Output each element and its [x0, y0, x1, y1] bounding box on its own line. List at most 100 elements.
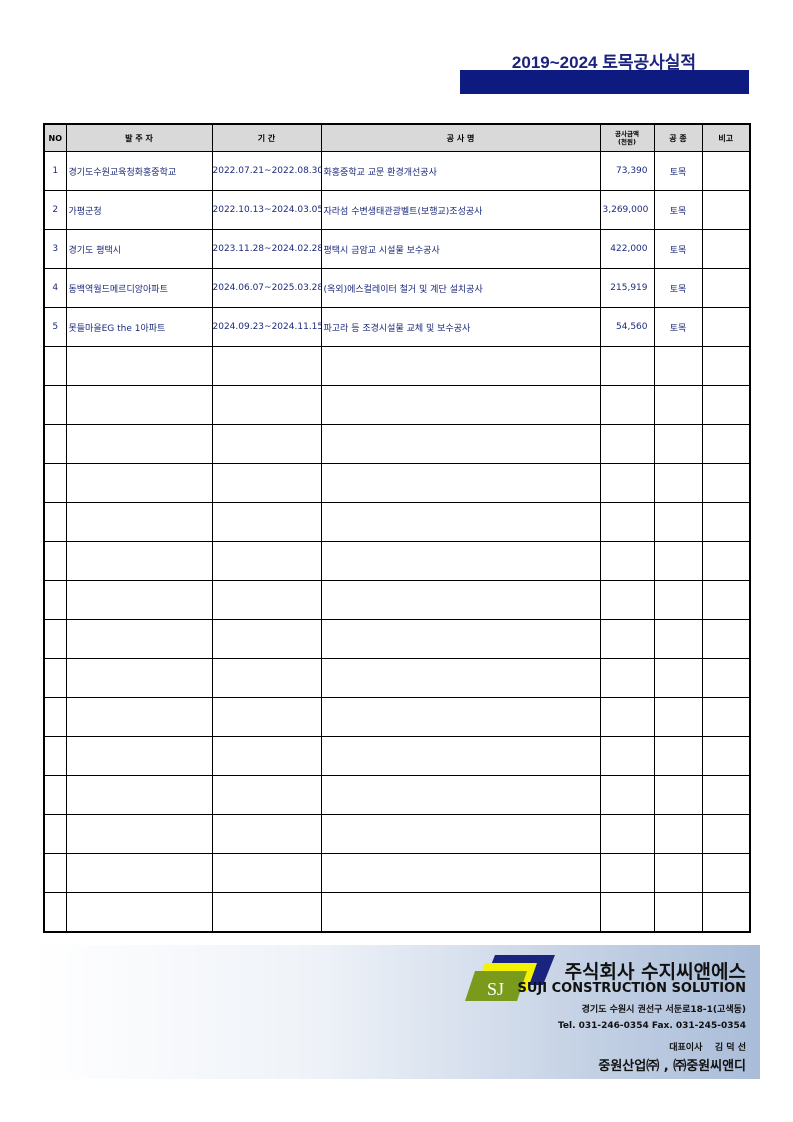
- cell-no: [43, 658, 67, 698]
- cell-no: [43, 775, 67, 815]
- cell-type: [653, 853, 703, 893]
- empty-row: [43, 658, 751, 698]
- cell-type: [653, 658, 703, 698]
- footer-company-card: SJ 주식회사 수지씨앤에스 SUJI CONSTRUCTION SOLUTIO…: [30, 945, 760, 1079]
- cell-note: [701, 541, 751, 581]
- empty-row: [43, 580, 751, 620]
- company-contact: Tel. 031-246-0354 Fax. 031-245-0354: [557, 1021, 746, 1031]
- cell-name: [320, 580, 601, 620]
- cell-amount: [599, 619, 655, 659]
- cell-period: [211, 814, 322, 854]
- cell-client: [65, 853, 213, 893]
- cell-note: [701, 736, 751, 776]
- cell-name: [320, 619, 601, 659]
- cell-type: 토목: [653, 229, 703, 269]
- cell-type: [653, 736, 703, 776]
- cell-period: [211, 424, 322, 464]
- cell-type: [653, 541, 703, 581]
- cell-no: 4: [43, 268, 67, 308]
- cell-client: [65, 814, 213, 854]
- cell-no: [43, 736, 67, 776]
- empty-row: [43, 736, 751, 776]
- cell-amount: 3,269,000: [599, 190, 655, 230]
- cell-amount: [599, 580, 655, 620]
- cell-note: [701, 853, 751, 893]
- header-row: NO 발 주 자 기 간 공 사 명 공사금액 (천원) 공 종 비고: [43, 123, 751, 152]
- cell-note: [701, 346, 751, 386]
- empty-row: [43, 541, 751, 581]
- cell-name: [320, 541, 601, 581]
- cell-type: [653, 346, 703, 386]
- cell-type: [653, 697, 703, 737]
- cell-period: 2024.06.07~2025.03.28: [211, 268, 322, 308]
- cell-client: [65, 502, 213, 542]
- cell-type: [653, 424, 703, 464]
- cell-note: [701, 658, 751, 698]
- cell-note: [701, 424, 751, 464]
- cell-type: 토목: [653, 268, 703, 308]
- cell-client: [65, 580, 213, 620]
- header-no: NO: [43, 123, 67, 152]
- cell-amount: [599, 892, 655, 933]
- cell-period: [211, 346, 322, 386]
- cell-type: 토목: [653, 307, 703, 347]
- cell-name: [320, 502, 601, 542]
- cell-no: 3: [43, 229, 67, 269]
- cell-amount: [599, 385, 655, 425]
- cell-name: [320, 814, 601, 854]
- cell-client: [65, 346, 213, 386]
- cell-period: [211, 892, 322, 933]
- title-bar: [460, 70, 749, 94]
- cell-name: 화홍중학교 교문 환경개선공사: [320, 151, 601, 191]
- cell-client: 경기도수원교육청화홍중학교: [65, 151, 213, 191]
- cell-period: [211, 736, 322, 776]
- cell-period: [211, 502, 322, 542]
- cell-client: [65, 424, 213, 464]
- table-row: 3 경기도 평택시 2023.11.28~2024.02.28 평택시 금암교 시설물…: [43, 229, 751, 269]
- cell-name: [320, 736, 601, 776]
- cell-note: [701, 385, 751, 425]
- table-row: 5 못들마을EG the 1아파트 2024.09.23~2024.11.15 파고라…: [43, 307, 751, 347]
- cell-name: [320, 658, 601, 698]
- cell-name: [320, 697, 601, 737]
- cell-client: [65, 463, 213, 503]
- cell-amount: 73,390: [599, 151, 655, 191]
- cell-period: 2022.07.21~2022.08.30: [211, 151, 322, 191]
- cell-no: [43, 619, 67, 659]
- cell-note: [701, 229, 751, 269]
- empty-row: [43, 463, 751, 503]
- cell-name: 파고라 등 조경시설물 교체 및 보수공사: [320, 307, 601, 347]
- cell-no: 5: [43, 307, 67, 347]
- cell-note: [701, 307, 751, 347]
- cell-name: (옥외)에스컬레이터 철거 및 계단 설치공사: [320, 268, 601, 308]
- cell-amount: [599, 775, 655, 815]
- cell-no: [43, 853, 67, 893]
- header-note: 비고: [701, 123, 751, 152]
- empty-row: [43, 814, 751, 854]
- cell-name: [320, 853, 601, 893]
- cell-note: [701, 814, 751, 854]
- cell-note: [701, 502, 751, 542]
- cell-name: [320, 424, 601, 464]
- cell-name: [320, 463, 601, 503]
- cell-type: [653, 619, 703, 659]
- cell-client: [65, 658, 213, 698]
- cell-period: 2024.09.23~2024.11.15: [211, 307, 322, 347]
- cell-no: [43, 502, 67, 542]
- cell-amount: [599, 814, 655, 854]
- header-type: 공 종: [653, 123, 703, 152]
- header-name: 공 사 명: [320, 123, 601, 152]
- cell-note: [701, 580, 751, 620]
- cell-period: [211, 619, 322, 659]
- empty-row: [43, 853, 751, 893]
- cell-period: [211, 775, 322, 815]
- cell-period: 2023.11.28~2024.02.28: [211, 229, 322, 269]
- empty-row: [43, 346, 751, 386]
- cell-note: [701, 151, 751, 191]
- cell-name: [320, 346, 601, 386]
- page-title: 2019~2024 토목공사실적: [511, 53, 697, 72]
- cell-period: [211, 853, 322, 893]
- company-affiliates: 중원산업㈜ , ㈜중원씨앤디: [598, 1059, 746, 1074]
- cell-client: 못들마을EG the 1아파트: [65, 307, 213, 347]
- header-amount-line2: (천원): [618, 138, 636, 146]
